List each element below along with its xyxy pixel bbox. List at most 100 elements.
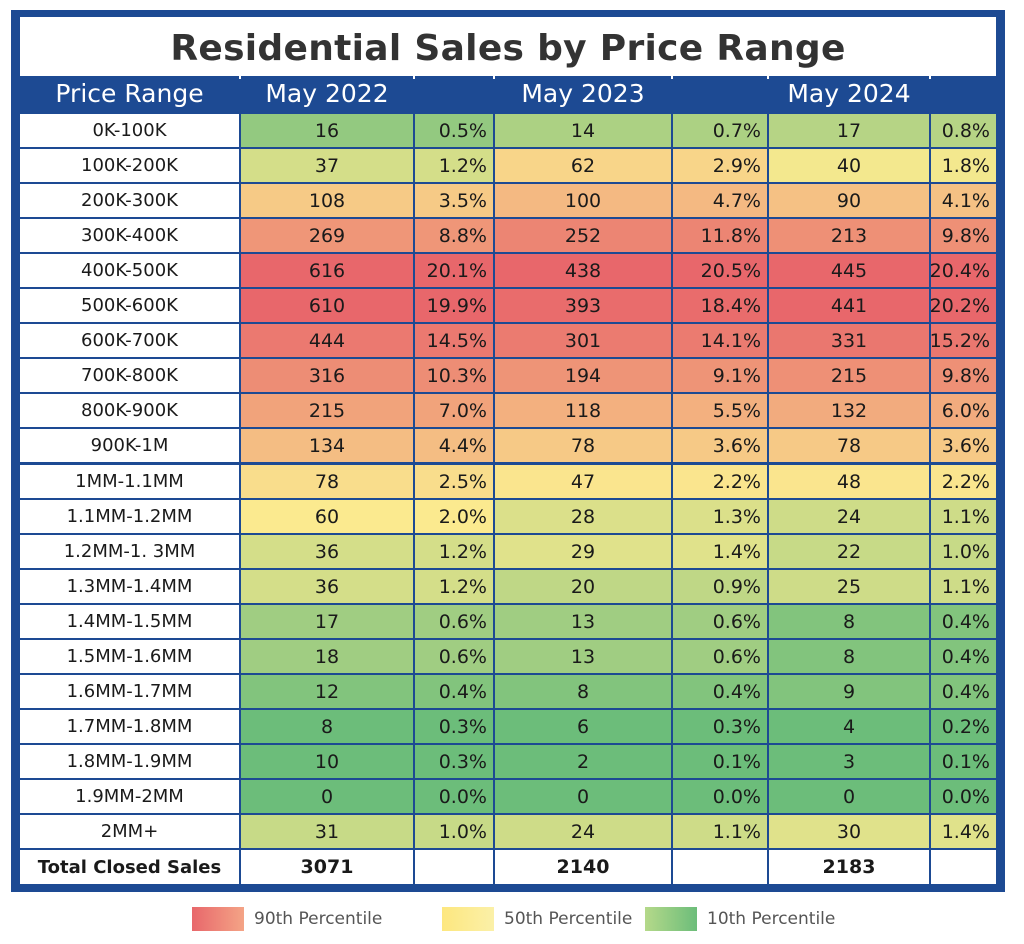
percent-cell-2022: 0.3%	[415, 710, 493, 743]
percent-cell-2022: 1.2%	[415, 149, 493, 182]
percent-cell-2023: 9.1%	[673, 359, 767, 392]
percent-cell-2022: 0.6%	[415, 640, 493, 673]
percent-cell-2023: 1.1%	[673, 815, 767, 848]
value-cell-2022: 215	[241, 394, 413, 427]
value-cell-2024: 215	[769, 359, 929, 392]
value-cell-2024: 4	[769, 710, 929, 743]
legend: 90th Percentile 50th Percentile 10th Perce…	[0, 903, 1024, 935]
percent-cell-2024: 1.1%	[931, 500, 996, 533]
value-cell-2022: 8	[241, 710, 413, 743]
percent-cell-2023: 1.4%	[673, 535, 767, 568]
value-cell-2024: 441	[769, 289, 929, 322]
value-cell-2023: 14	[495, 114, 671, 147]
value-cell-2024: 8	[769, 605, 929, 638]
percent-cell-2022: 20.1%	[415, 254, 493, 287]
percent-cell-2024: 1.0%	[931, 535, 996, 568]
legend-label: 50th Percentile	[504, 909, 633, 929]
percent-cell-2024: 0.2%	[931, 710, 996, 743]
percent-cell-2023: 0.4%	[673, 675, 767, 708]
percent-cell-2023: 0.6%	[673, 640, 767, 673]
value-cell-2022: 610	[241, 289, 413, 322]
table-frame: Residential Sales by Price Range Price R…	[11, 10, 1005, 892]
row-label: 400K-500K	[20, 254, 239, 287]
row-label: 2MM+	[20, 815, 239, 848]
percent-cell-2022: 0.4%	[415, 675, 493, 708]
legend-item: 50th Percentile	[442, 907, 632, 931]
value-cell-2022: 269	[241, 219, 413, 252]
value-cell-2023: 301	[495, 324, 671, 357]
percent-cell-2022: 0.5%	[415, 114, 493, 147]
percent-cell-2023: 14.1%	[673, 324, 767, 357]
percent-cell-2022: 8.8%	[415, 219, 493, 252]
row-label: 100K-200K	[20, 149, 239, 182]
value-cell-2022: 616	[241, 254, 413, 287]
value-cell-2023: 62	[495, 149, 671, 182]
row-label: 1.8MM-1.9MM	[20, 745, 239, 778]
value-cell-2024: 25	[769, 570, 929, 603]
value-cell-2022: 10	[241, 745, 413, 778]
legend-label: 10th Percentile	[707, 909, 836, 929]
percent-cell-2024: 0.1%	[931, 745, 996, 778]
percent-cell-2022: 4.4%	[415, 429, 493, 462]
row-label: 0K-100K	[20, 114, 239, 147]
legend-swatch	[192, 907, 244, 931]
value-cell-2022: 12	[241, 675, 413, 708]
value-cell-2022: 108	[241, 184, 413, 217]
value-cell-2024: 78	[769, 429, 929, 462]
percent-cell-2023: 1.3%	[673, 500, 767, 533]
value-cell-2023: 24	[495, 815, 671, 848]
row-label: 200K-300K	[20, 184, 239, 217]
percent-cell-2024: 15.2%	[930, 324, 996, 357]
percent-cell-2022: 2.5%	[415, 465, 493, 498]
row-label: 1.1MM-1.2MM	[20, 500, 239, 533]
value-cell-2024: 40	[769, 149, 929, 182]
percent-cell-2022: 3.5%	[415, 184, 493, 217]
percent-cell-2023: 3.6%	[673, 429, 767, 462]
percent-cell-2022: 2.0%	[415, 500, 493, 533]
percent-cell-2024: 0.4%	[931, 605, 996, 638]
column-header-6	[931, 76, 996, 111]
percent-cell-2024: 20.2%	[930, 289, 996, 322]
percent-cell-2022: 0.6%	[415, 605, 493, 638]
value-cell-2023: 438	[495, 254, 671, 287]
percent-cell-2024: 9.8%	[931, 219, 996, 252]
value-cell-2024: 132	[769, 394, 929, 427]
row-label: 1.2MM-1. 3MM	[20, 535, 239, 568]
value-cell-2022: 31	[241, 815, 413, 848]
percent-cell-2024: 0.0%	[931, 780, 996, 813]
value-cell-2024: 3	[769, 745, 929, 778]
total-label: Total Closed Sales	[20, 850, 239, 884]
value-cell-2023: 6	[495, 710, 671, 743]
row-label: 1MM-1.1MM	[20, 465, 239, 498]
value-cell-2022: 134	[241, 429, 413, 462]
percent-cell-2024: 1.1%	[931, 570, 996, 603]
value-cell-2023: 2	[495, 745, 671, 778]
percent-cell-2024: 0.4%	[931, 640, 996, 673]
percent-cell-2022: 0.0%	[415, 780, 493, 813]
row-label: 1.3MM-1.4MM	[20, 570, 239, 603]
total-value-2023: 2140	[495, 850, 671, 884]
value-cell-2024: 8	[769, 640, 929, 673]
percent-cell-2023: 0.7%	[673, 114, 767, 147]
value-cell-2022: 17	[241, 605, 413, 638]
percent-cell-2022: 14.5%	[415, 324, 493, 357]
value-cell-2024: 213	[769, 219, 929, 252]
value-cell-2023: 118	[495, 394, 671, 427]
column-header-4	[673, 76, 767, 111]
row-label: 1.5MM-1.6MM	[20, 640, 239, 673]
value-cell-2023: 13	[495, 605, 671, 638]
percent-cell-2023: 0.1%	[673, 745, 767, 778]
percent-cell-2023: 2.9%	[673, 149, 767, 182]
legend-item: 10th Percentile	[645, 907, 835, 931]
value-cell-2022: 316	[241, 359, 413, 392]
percent-cell-2023: 20.5%	[673, 254, 767, 287]
value-cell-2023: 13	[495, 640, 671, 673]
percent-cell-2024: 20.4%	[930, 254, 996, 287]
percent-cell-2023: 0.3%	[673, 710, 767, 743]
percent-cell-2024: 6.0%	[931, 394, 996, 427]
value-cell-2024: 22	[769, 535, 929, 568]
value-cell-2022: 16	[241, 114, 413, 147]
percent-cell-2022: 1.0%	[415, 815, 493, 848]
legend-label: 90th Percentile	[254, 909, 383, 929]
row-label: 800K-900K	[20, 394, 239, 427]
